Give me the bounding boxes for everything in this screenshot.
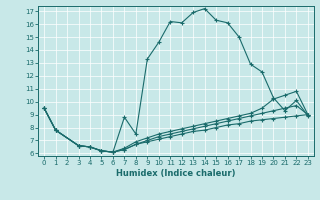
X-axis label: Humidex (Indice chaleur): Humidex (Indice chaleur) [116, 169, 236, 178]
